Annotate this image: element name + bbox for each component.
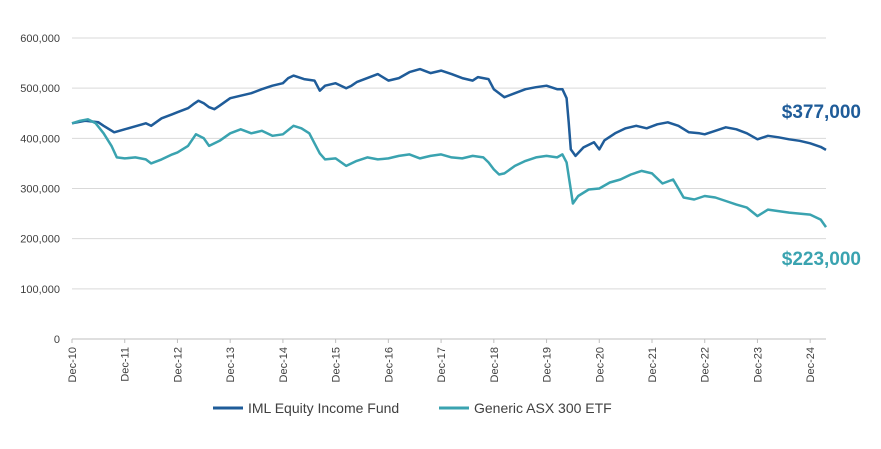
end-value-labels: $377,000 $223,000 xyxy=(782,102,861,270)
legend-label-asx300: Generic ASX 300 ETF xyxy=(474,400,612,416)
x-axis-tick-labels: Dec-10 Dec-11 Dec-12 Dec-13 Dec-14 Dec-15 Dec-… xyxy=(67,339,817,382)
legend-item-asx300: Generic ASX 300 ETF xyxy=(439,400,612,416)
y-axis-tick-labels: 0 100,000 200,000 300,000 400,000 500,000 600,… xyxy=(20,33,60,346)
y-tick-label: 600,000 xyxy=(20,33,60,45)
x-tick-label: Dec-20 xyxy=(594,347,606,382)
x-tick-label: Dec-24 xyxy=(805,347,817,382)
x-tick-label: Dec-14 xyxy=(278,347,290,382)
x-tick-label: Dec-12 xyxy=(172,347,184,382)
gridlines xyxy=(72,37,826,290)
x-tick-label: Dec-11 xyxy=(120,347,132,382)
legend-label-iml: IML Equity Income Fund xyxy=(248,400,399,416)
y-tick-label: 400,000 xyxy=(20,133,60,145)
y-tick-label: 500,000 xyxy=(20,83,60,95)
series-line-asx300 xyxy=(71,118,828,228)
x-tick-label: Dec-13 xyxy=(225,347,237,382)
series-lines xyxy=(71,67,828,228)
x-tick-label: Dec-16 xyxy=(383,347,395,382)
x-tick-label: Dec-21 xyxy=(647,347,659,382)
x-tick-label: Dec-18 xyxy=(489,347,501,382)
y-tick-label: 100,000 xyxy=(20,284,60,296)
y-tick-label: 300,000 xyxy=(20,184,60,196)
x-tick-label: Dec-22 xyxy=(700,347,712,382)
x-tick-label: Dec-19 xyxy=(542,347,554,382)
end-label-iml: $377,000 xyxy=(782,102,861,123)
x-tick-label: Dec-17 xyxy=(436,347,448,382)
legend: IML Equity Income Fund Generic ASX 300 E… xyxy=(213,400,612,416)
y-tick-label: 0 xyxy=(54,334,60,346)
legend-item-iml: IML Equity Income Fund xyxy=(213,400,399,416)
x-tick-label: Dec-10 xyxy=(67,347,79,382)
x-tick-label: Dec-15 xyxy=(331,347,343,382)
end-label-asx300: $223,000 xyxy=(782,249,861,270)
x-tick-label: Dec-23 xyxy=(752,347,764,382)
y-tick-label: 200,000 xyxy=(20,234,60,246)
series-line-iml xyxy=(71,67,827,158)
